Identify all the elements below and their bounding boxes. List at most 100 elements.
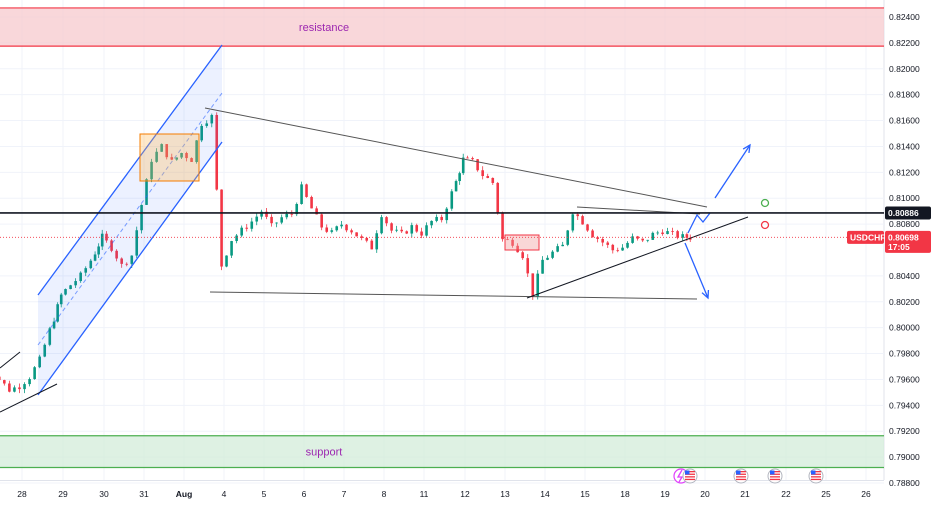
candle-body [561,244,564,247]
candle-body [280,217,283,223]
rising-support-line[interactable] [526,216,749,299]
candle [240,225,243,238]
symbol-badge[interactable] [847,230,884,244]
x-tick-label: 6 [302,489,307,499]
triangle-lower-line[interactable] [209,291,698,300]
candle [611,243,615,254]
candle [641,238,644,243]
candle-body [84,268,88,273]
candle [120,257,123,268]
candle [496,181,500,215]
candle [93,251,97,262]
candle [481,166,484,180]
candle-body [220,189,223,267]
candle-body [33,367,36,380]
candle-body [235,235,238,242]
candle [676,229,679,240]
candle [260,209,263,220]
candle [255,212,259,226]
x-tick-label: 29 [58,489,68,499]
demand-box[interactable] [504,234,540,251]
trendline-left-upper[interactable] [0,351,21,369]
countdown-text: 17:05 [888,242,910,252]
triangle-upper-line[interactable] [204,107,708,208]
candle [656,230,660,236]
candle [115,249,118,262]
candle [210,113,214,128]
channel-midline[interactable] [37,92,223,346]
candle [561,241,564,247]
time-axis[interactable]: 28 29 30 31 Aug 4 5 6 7 8 11 12 13 14 15 18 19 20 21 22 25 26 [17,489,871,499]
candle [571,213,575,233]
price-axis[interactable]: 0.82400 0.82200 0.82000 0.81800 0.81600 0.814… [889,12,920,488]
candle-body [365,237,369,241]
candle [3,379,6,386]
candle-body [646,239,650,241]
candle [38,354,41,369]
event-flag-2[interactable] [733,468,749,484]
candle [89,258,93,270]
candle [325,224,329,234]
candle-body [205,123,209,126]
candle-body [685,234,689,238]
breakout-arrow-up[interactable] [714,143,751,199]
candle [105,231,108,243]
x-tick-label: 18 [620,489,630,499]
event-icons[interactable] [673,468,824,484]
candle-body [536,273,540,297]
candle [435,214,438,223]
candle [48,326,52,347]
candle-body [130,255,134,264]
trendline-left-lower[interactable] [0,383,58,413]
y-tick-label: 0.81600 [889,116,920,126]
candle [511,237,514,248]
candle-body [13,387,16,392]
candle-body [430,220,433,226]
candle-body [586,224,589,231]
candle-body [481,170,484,177]
breakout-zigzag[interactable] [687,212,711,234]
x-tick-label: 7 [342,489,347,499]
candle [601,236,604,247]
candle [596,235,599,243]
candle-body [491,177,495,183]
channel-lower-line[interactable] [37,141,223,396]
candle [305,183,308,198]
breakout-arrow-up-shaft [714,144,751,199]
candle [405,230,409,235]
candle [160,143,163,152]
candle [606,241,610,248]
y-tick-label: 0.79400 [889,400,920,410]
x-tick-label: 14 [540,489,550,499]
candle [491,177,495,185]
event-flag-1[interactable] [682,468,698,484]
support-label: support [306,447,343,459]
us-flag-stripe [736,473,746,475]
candle-body [185,152,188,159]
candle [285,210,289,220]
candle-body [140,204,143,231]
candle-body [59,294,63,305]
candle-body [400,229,403,232]
channel-upper-line[interactable] [37,44,223,296]
candle [636,235,639,241]
us-flag-stripe [811,476,821,478]
candle-body [69,285,72,290]
drawings[interactable] [0,44,770,413]
candle-body [345,224,348,231]
candle [661,229,664,236]
event-flag-4[interactable] [808,468,824,484]
candle-body [666,231,669,235]
x-tick-label: 12 [460,489,470,499]
candle-body [310,196,313,209]
consolidation-box[interactable] [139,133,200,182]
candle-body [250,221,254,229]
candle-body [591,230,594,238]
candle [13,385,16,393]
candle-body [290,213,294,215]
event-flag-3[interactable] [767,468,783,484]
breakdown-arrow-down[interactable] [684,242,710,300]
candle [425,222,428,237]
